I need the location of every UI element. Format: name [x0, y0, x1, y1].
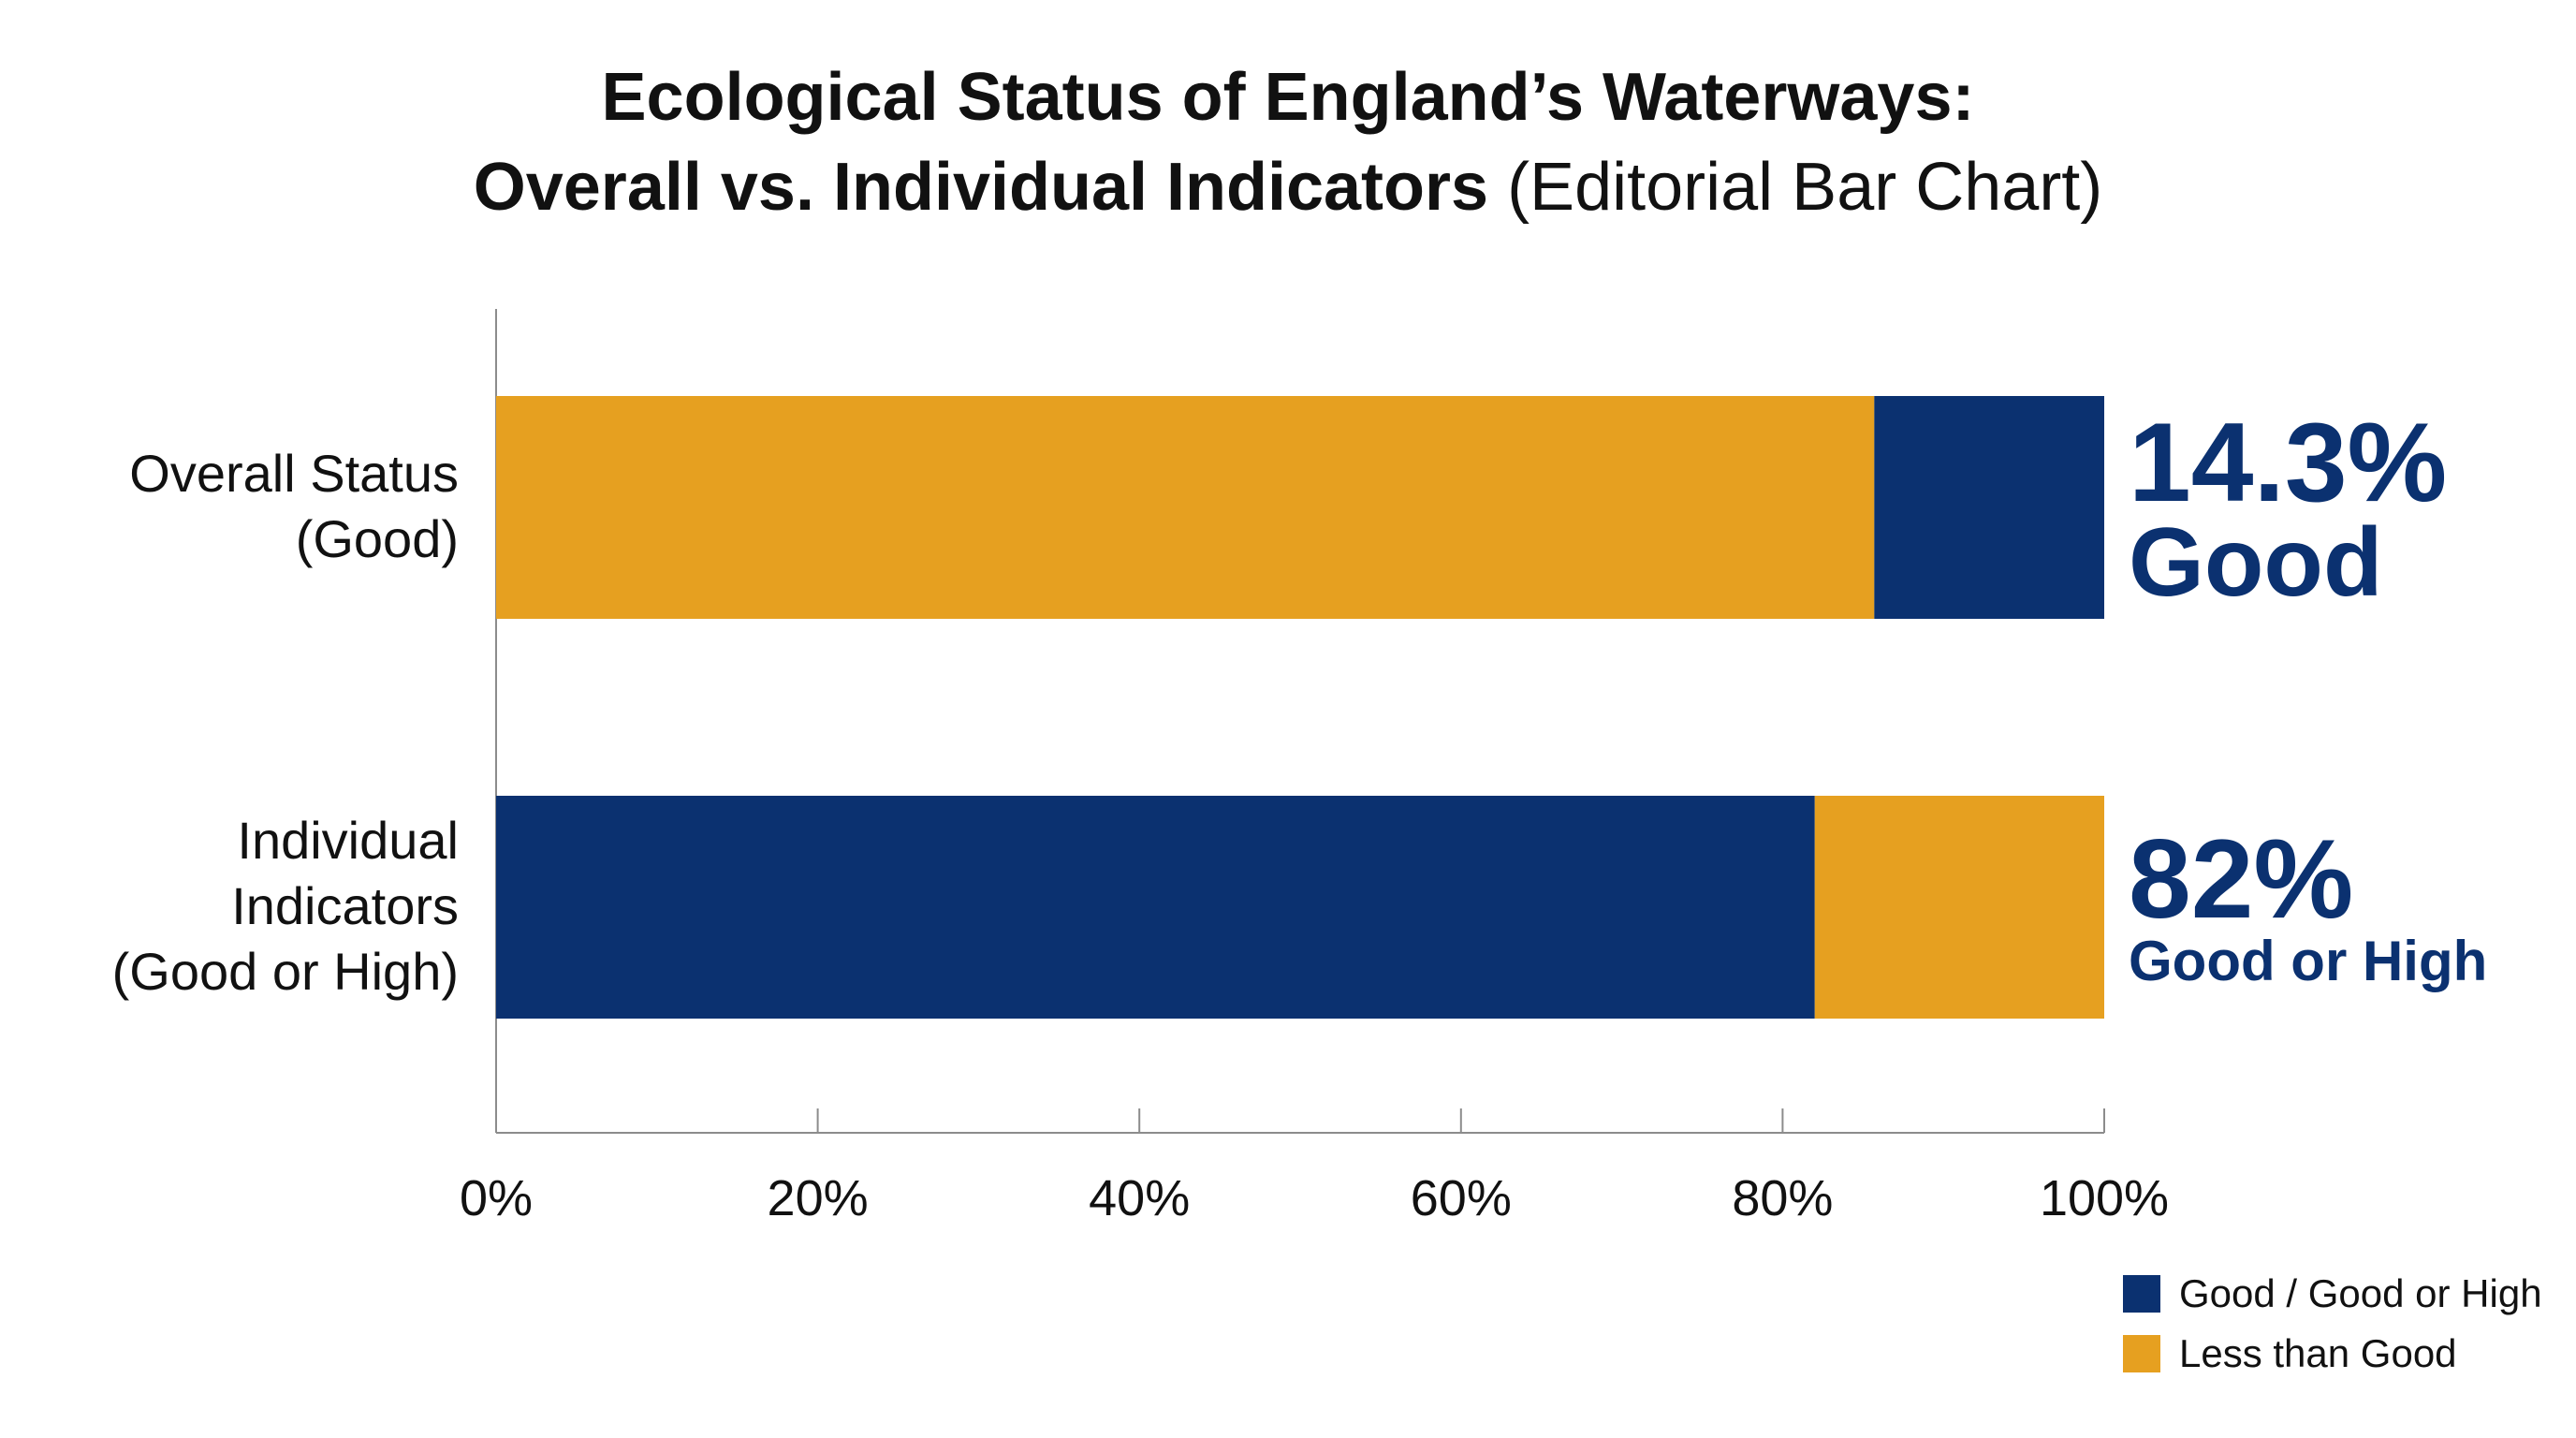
bar-segment-0-1 [1874, 396, 2104, 619]
bars [496, 396, 2104, 1019]
annotation-label-0: Good [2129, 508, 2382, 617]
category-label-1-line-0: Individual [237, 811, 459, 870]
bar-segment-1-0 [496, 796, 1815, 1019]
annotation-value-0: 14.3% [2129, 400, 2447, 525]
x-tick-label-2: 40% [1089, 1170, 1190, 1226]
chart-title-line-1: Ecological Status of England’s Waterways… [602, 60, 1975, 135]
x-tick-label-1: 20% [768, 1170, 869, 1226]
chart-title-line-2-bold: Overall vs. Individual Indicators [474, 150, 1488, 225]
category-labels: Overall Status (Good) Individual Indicators… [112, 444, 459, 1001]
legend-swatch-0 [2123, 1275, 2160, 1313]
legend-label-0: Good / Good or High [2179, 1271, 2542, 1315]
legend-label-1: Less than Good [2179, 1331, 2457, 1375]
annotations: 14.3%Good 82%Good or High [2129, 400, 2487, 992]
x-tick-label-5: 100% [2040, 1170, 2169, 1226]
annotation-value-1: 82% [2129, 816, 2353, 942]
bar-segment-1-1 [1814, 796, 2104, 1019]
annotation-label-1: Good or High [2129, 930, 2487, 992]
category-label-0-line-0: Overall Status [129, 444, 459, 503]
category-label-0: Overall Status (Good) [129, 444, 459, 568]
category-label-0-line-1: (Good) [296, 509, 459, 568]
x-tick-label-4: 80% [1732, 1170, 1833, 1226]
chart-title-line-2: Overall vs. Individual Indicators (Edito… [474, 150, 2103, 225]
x-tick-label-0: 0% [460, 1170, 533, 1226]
legend: Good / Good or High Less than Good [2123, 1271, 2542, 1375]
category-label-1-line-2: (Good or High) [112, 942, 459, 1001]
x-tick-label-3: 60% [1411, 1170, 1512, 1226]
chart-title-line-2-normal: (Editorial Bar Chart) [1488, 150, 2102, 225]
legend-swatch-1 [2123, 1335, 2160, 1372]
chart-title: Ecological Status of England’s Waterways… [474, 60, 2103, 225]
category-label-1-line-1: Indicators [231, 876, 459, 935]
category-label-1: Individual Indicators (Good or High) [112, 811, 459, 1001]
bar-segment-0-0 [496, 396, 1875, 619]
x-axis-ticks: 0% 20% 40% 60% 80% 100% [460, 1108, 2169, 1226]
